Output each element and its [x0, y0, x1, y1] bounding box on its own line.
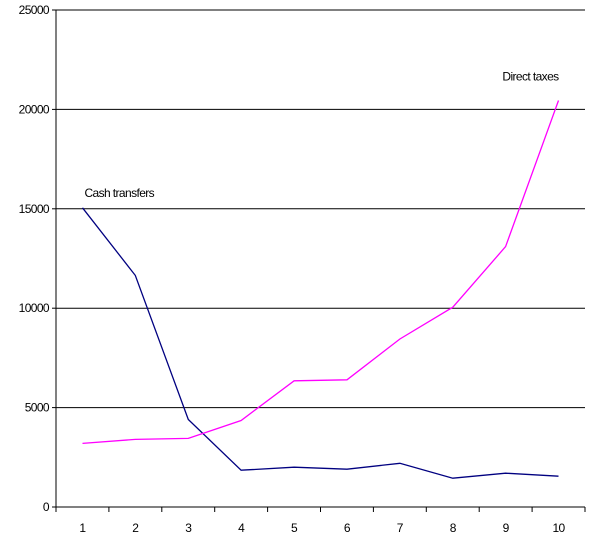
series-line-cash-transfers — [81, 207, 559, 479]
x-tick-labels: 1 2 3 4 5 6 7 8 9 10 — [79, 521, 566, 535]
y-tick-label: 5000 — [25, 401, 50, 415]
x-tick-label: 10 — [552, 521, 565, 535]
y-tick-labels: 0 5000 10000 15000 20000 25000 — [19, 3, 51, 514]
y-tick-label: 25000 — [19, 3, 50, 17]
x-tick-label: 2 — [132, 521, 139, 535]
x-tick-label: 5 — [291, 521, 298, 535]
x-tick-label: 6 — [344, 521, 351, 535]
x-tick-label: 8 — [450, 521, 457, 535]
y-tick-label: 10000 — [19, 301, 50, 315]
y-tick-label: 0 — [43, 500, 50, 514]
annotation-label: Direct taxes — [502, 69, 559, 83]
x-tick-label: 1 — [79, 521, 86, 535]
x-tick-label: 4 — [238, 521, 245, 535]
x-tick-label: 7 — [397, 521, 404, 535]
annotation-label: Cash transfers — [84, 186, 154, 200]
series-line-direct-taxes — [82, 100, 560, 445]
y-tick-label: 20000 — [19, 102, 50, 116]
x-tick-label: 9 — [503, 521, 510, 535]
gridlines — [56, 9, 585, 409]
x-tick-label: 3 — [185, 521, 192, 535]
axes — [52, 9, 586, 512]
series-lines — [81, 100, 560, 479]
y-tick-label: 15000 — [19, 202, 50, 216]
annotations: Cash transfers Direct taxes — [84, 69, 559, 199]
